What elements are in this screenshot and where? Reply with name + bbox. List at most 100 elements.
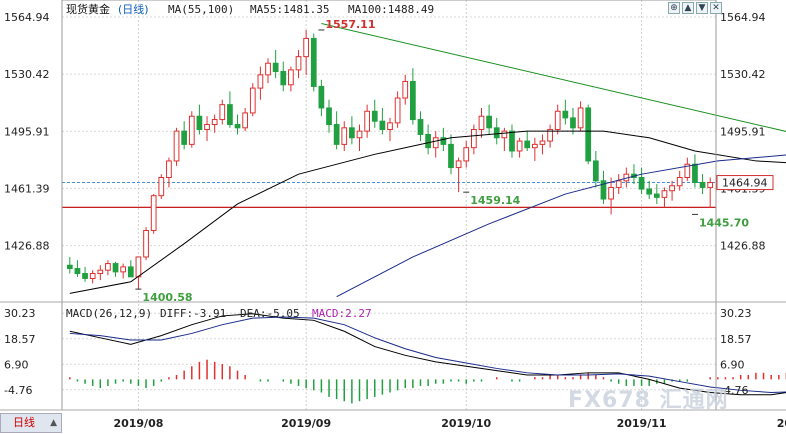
- candle-body: [562, 110, 569, 119]
- current-price-box: [716, 175, 774, 191]
- macd-tick-right: 18.57: [720, 333, 752, 346]
- close-icon[interactable]: ✕: [710, 2, 722, 14]
- macd-tick-right: 30.23: [720, 307, 752, 320]
- candle-body: [349, 127, 355, 139]
- candle-body: [577, 107, 584, 129]
- scroll-up-icon[interactable]: ▲: [682, 2, 694, 14]
- candle-body: [265, 62, 271, 76]
- price-annotation: 1445.70: [699, 216, 749, 229]
- ma55-line: [69, 130, 786, 294]
- support-line: [62, 182, 716, 208]
- date-tick-label: 2019/12: [777, 417, 786, 430]
- candle-body: [303, 37, 310, 58]
- candle-body: [410, 80, 416, 121]
- macd-tick-left: -4.76: [4, 384, 32, 397]
- price-tick-right: 1426.88: [720, 240, 766, 253]
- candle-body: [547, 128, 553, 142]
- candle-body: [188, 115, 195, 145]
- candle-body: [97, 269, 104, 275]
- candle-body: [318, 85, 325, 109]
- candle-body: [326, 107, 332, 126]
- macd-tick-left: 18.57: [4, 333, 36, 346]
- watermark-logo: FX678 汇通网: [568, 388, 729, 413]
- candle-body: [448, 143, 454, 169]
- ma55-value: MA55:1481.35: [250, 3, 329, 16]
- ma100-line: [336, 154, 786, 298]
- price-tick-right: 1530.42: [720, 68, 766, 81]
- candle-body: [143, 229, 149, 258]
- candle-body: [333, 124, 340, 145]
- macd-tick-left: 30.23: [4, 307, 36, 320]
- candle-body: [204, 124, 210, 130]
- candle-body: [638, 176, 645, 190]
- candle-body: [82, 273, 88, 279]
- candle-body: [425, 133, 431, 149]
- ma100-value: MA100:1488.49: [348, 3, 434, 16]
- candle-body: [166, 160, 172, 178]
- candle-body: [455, 160, 462, 169]
- candle-body: [402, 80, 409, 99]
- candle-body: [646, 188, 653, 195]
- candle-body: [608, 186, 614, 200]
- macd-params: MACD(26,12,9): [66, 307, 152, 320]
- date-tick-label: 2019/08: [113, 417, 163, 430]
- candle-body: [570, 117, 576, 129]
- candle-body: [470, 128, 477, 149]
- candle-body: [310, 37, 317, 87]
- candlesticks: [66, 29, 714, 290]
- candle-body: [478, 115, 485, 130]
- trendline: [321, 23, 786, 132]
- candle-body: [379, 120, 386, 130]
- candle-body: [249, 87, 256, 114]
- candle-body: [676, 176, 683, 187]
- candle-body: [592, 160, 599, 182]
- price-tick-left: 1495.91: [4, 125, 50, 138]
- candle-body: [585, 107, 592, 162]
- candle-body: [692, 163, 698, 183]
- candle-body: [135, 256, 142, 278]
- candle-body: [524, 140, 531, 149]
- candle-body: [364, 110, 370, 132]
- candle-body: [371, 110, 378, 122]
- candle-body: [295, 56, 302, 71]
- candle-body: [463, 147, 470, 162]
- candle-body: [661, 190, 668, 198]
- macd-tick-right: 6.90: [720, 358, 745, 371]
- candle-body: [242, 112, 249, 129]
- candle-body: [356, 130, 363, 139]
- period-tab-label: 日线: [13, 416, 35, 429]
- date-tick-label: 2019/10: [441, 417, 491, 430]
- candle-body: [288, 69, 294, 86]
- candle-body: [554, 110, 561, 130]
- candle-body: [684, 163, 691, 178]
- macd-panel: [69, 313, 786, 404]
- date-tick-label: 2019/09: [281, 417, 331, 430]
- period-tab[interactable]: 日线 ▲: [0, 413, 62, 433]
- candle-body: [699, 181, 706, 188]
- candle-body: [150, 195, 157, 231]
- ma-params: MA(55,100): [168, 3, 234, 16]
- candle-body: [127, 266, 134, 278]
- candle-body: [653, 193, 660, 198]
- zoom-in-icon[interactable]: ⊕: [668, 2, 680, 14]
- price-annotation: 1400.58: [142, 291, 192, 304]
- scroll-down-icon[interactable]: ▼: [696, 2, 708, 14]
- candle-body: [112, 263, 119, 273]
- period-label: (日线): [118, 2, 149, 16]
- price-tick-left: 1461.39: [4, 182, 50, 195]
- candle-body: [417, 119, 424, 135]
- date-tick-label: 2019/11: [617, 417, 667, 430]
- macd-value: MACD:2.27: [312, 307, 372, 320]
- candle-body: [394, 97, 401, 124]
- candle-body: [272, 62, 279, 73]
- grid-lines: [62, 0, 716, 410]
- candle-body: [196, 115, 203, 130]
- candle-body: [669, 185, 675, 192]
- candle-body: [440, 137, 447, 145]
- macd-tick-left: 6.90: [4, 358, 29, 371]
- candle-body: [257, 74, 264, 89]
- candle-body: [219, 104, 226, 121]
- macd-dea-value: DEA:-5.05: [240, 307, 300, 320]
